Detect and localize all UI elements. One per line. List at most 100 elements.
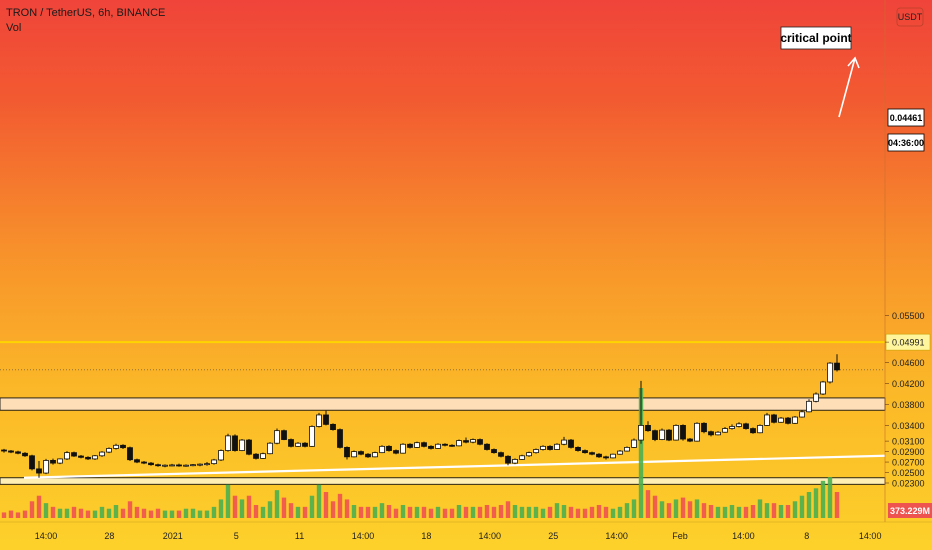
candle-body xyxy=(372,452,378,458)
candle xyxy=(729,424,735,430)
candle xyxy=(127,446,133,462)
candle-body xyxy=(526,452,532,457)
volume-bar xyxy=(260,506,266,518)
candle-body xyxy=(708,431,714,436)
candle xyxy=(50,458,56,465)
candle-body xyxy=(358,451,364,455)
candle-body xyxy=(337,429,343,448)
candle xyxy=(155,463,161,467)
price-axis[interactable]: 0.05500 0.04991 0.04600 0.04200 0.03800 0.034… xyxy=(885,311,931,489)
candle-body xyxy=(85,456,91,460)
candle xyxy=(456,439,462,447)
volume-bar xyxy=(337,493,343,518)
candle-body xyxy=(799,411,805,418)
zone-box[interactable] xyxy=(0,477,886,485)
currency-badge[interactable]: USDT xyxy=(896,7,924,27)
volume-bar xyxy=(400,505,406,518)
candle xyxy=(309,425,315,447)
candle xyxy=(148,462,154,466)
candle-body xyxy=(596,453,602,458)
volume-bar xyxy=(813,488,819,518)
candle-body xyxy=(330,423,336,431)
candle xyxy=(813,392,819,403)
candle xyxy=(393,449,399,455)
candle xyxy=(827,362,833,384)
zone-box[interactable] xyxy=(0,397,886,411)
volume-bar xyxy=(78,508,84,518)
candle xyxy=(477,438,483,446)
candle-body xyxy=(568,439,574,448)
candle xyxy=(120,444,126,449)
candle-body xyxy=(204,463,210,466)
candle xyxy=(197,463,203,467)
volume-bar xyxy=(50,506,56,518)
candle-body xyxy=(246,439,252,455)
candle xyxy=(78,454,84,459)
critical-point-annotation[interactable]: critical point xyxy=(780,26,860,118)
candle xyxy=(260,452,266,459)
price-tick-label: 0.02500 xyxy=(892,468,925,478)
volume-bar xyxy=(792,501,798,518)
time-tick-label: 28 xyxy=(104,531,114,541)
candle-body xyxy=(183,464,189,467)
support-trendline[interactable] xyxy=(23,454,886,479)
candle-body xyxy=(393,450,399,454)
candle-body xyxy=(407,443,413,448)
candle xyxy=(29,454,35,471)
volume-bar xyxy=(484,505,490,518)
candle-body xyxy=(309,426,315,447)
volume-bar xyxy=(155,508,161,518)
candle-body xyxy=(743,423,749,429)
time-tick-label: 25 xyxy=(548,531,558,541)
candle-body xyxy=(127,447,133,461)
trendline-layer[interactable] xyxy=(23,454,886,479)
candle xyxy=(190,464,196,467)
candle-body xyxy=(113,444,119,449)
critical-point-arrow xyxy=(838,57,856,118)
volume-bar xyxy=(141,508,147,518)
candle-body xyxy=(57,458,63,464)
candle xyxy=(771,413,777,424)
candle-body xyxy=(267,442,273,455)
volume-bar xyxy=(589,506,595,518)
candle-body xyxy=(470,439,476,443)
level-layer xyxy=(0,341,885,371)
volume-indicator-label[interactable]: Vol xyxy=(6,22,22,34)
price-tick-label: 0.04200 xyxy=(892,379,925,389)
volume-bar xyxy=(64,508,70,518)
time-tick-label: Feb xyxy=(672,531,688,541)
candle-body xyxy=(176,464,182,467)
volume-bar xyxy=(134,506,140,518)
candle-body xyxy=(316,414,322,427)
candle-body xyxy=(792,416,798,424)
volume-bar xyxy=(274,490,280,518)
candle-body xyxy=(554,443,560,450)
volume-bar xyxy=(568,506,574,518)
candle-body xyxy=(491,449,497,454)
candle-body xyxy=(288,439,294,447)
volume-bar xyxy=(449,508,455,518)
candle xyxy=(8,450,14,454)
candle-body xyxy=(400,443,406,454)
candle-body xyxy=(610,453,616,459)
candle xyxy=(799,410,805,418)
candle xyxy=(694,422,700,442)
candle xyxy=(659,428,665,441)
volume-bar xyxy=(638,388,644,518)
candle-body xyxy=(239,439,245,451)
critical-point-arrowhead xyxy=(847,56,860,69)
candle xyxy=(71,451,77,457)
candle-body xyxy=(722,428,728,433)
symbol-line[interactable]: TRON / TetherUS, 6h, BINANCE xyxy=(6,7,166,19)
volume-bar xyxy=(701,503,707,518)
candle-body xyxy=(715,431,721,436)
candle-body xyxy=(379,445,385,454)
volume-bar xyxy=(463,506,469,518)
volume-bar xyxy=(36,495,42,518)
candle-body xyxy=(435,443,441,449)
candle xyxy=(169,463,175,467)
candle xyxy=(113,443,119,450)
volume-bar xyxy=(526,506,532,518)
time-axis[interactable]: 14:00 28 2021 5 11 14:00 18 14:00 25 14:00 Feb 14:0… xyxy=(35,531,882,541)
